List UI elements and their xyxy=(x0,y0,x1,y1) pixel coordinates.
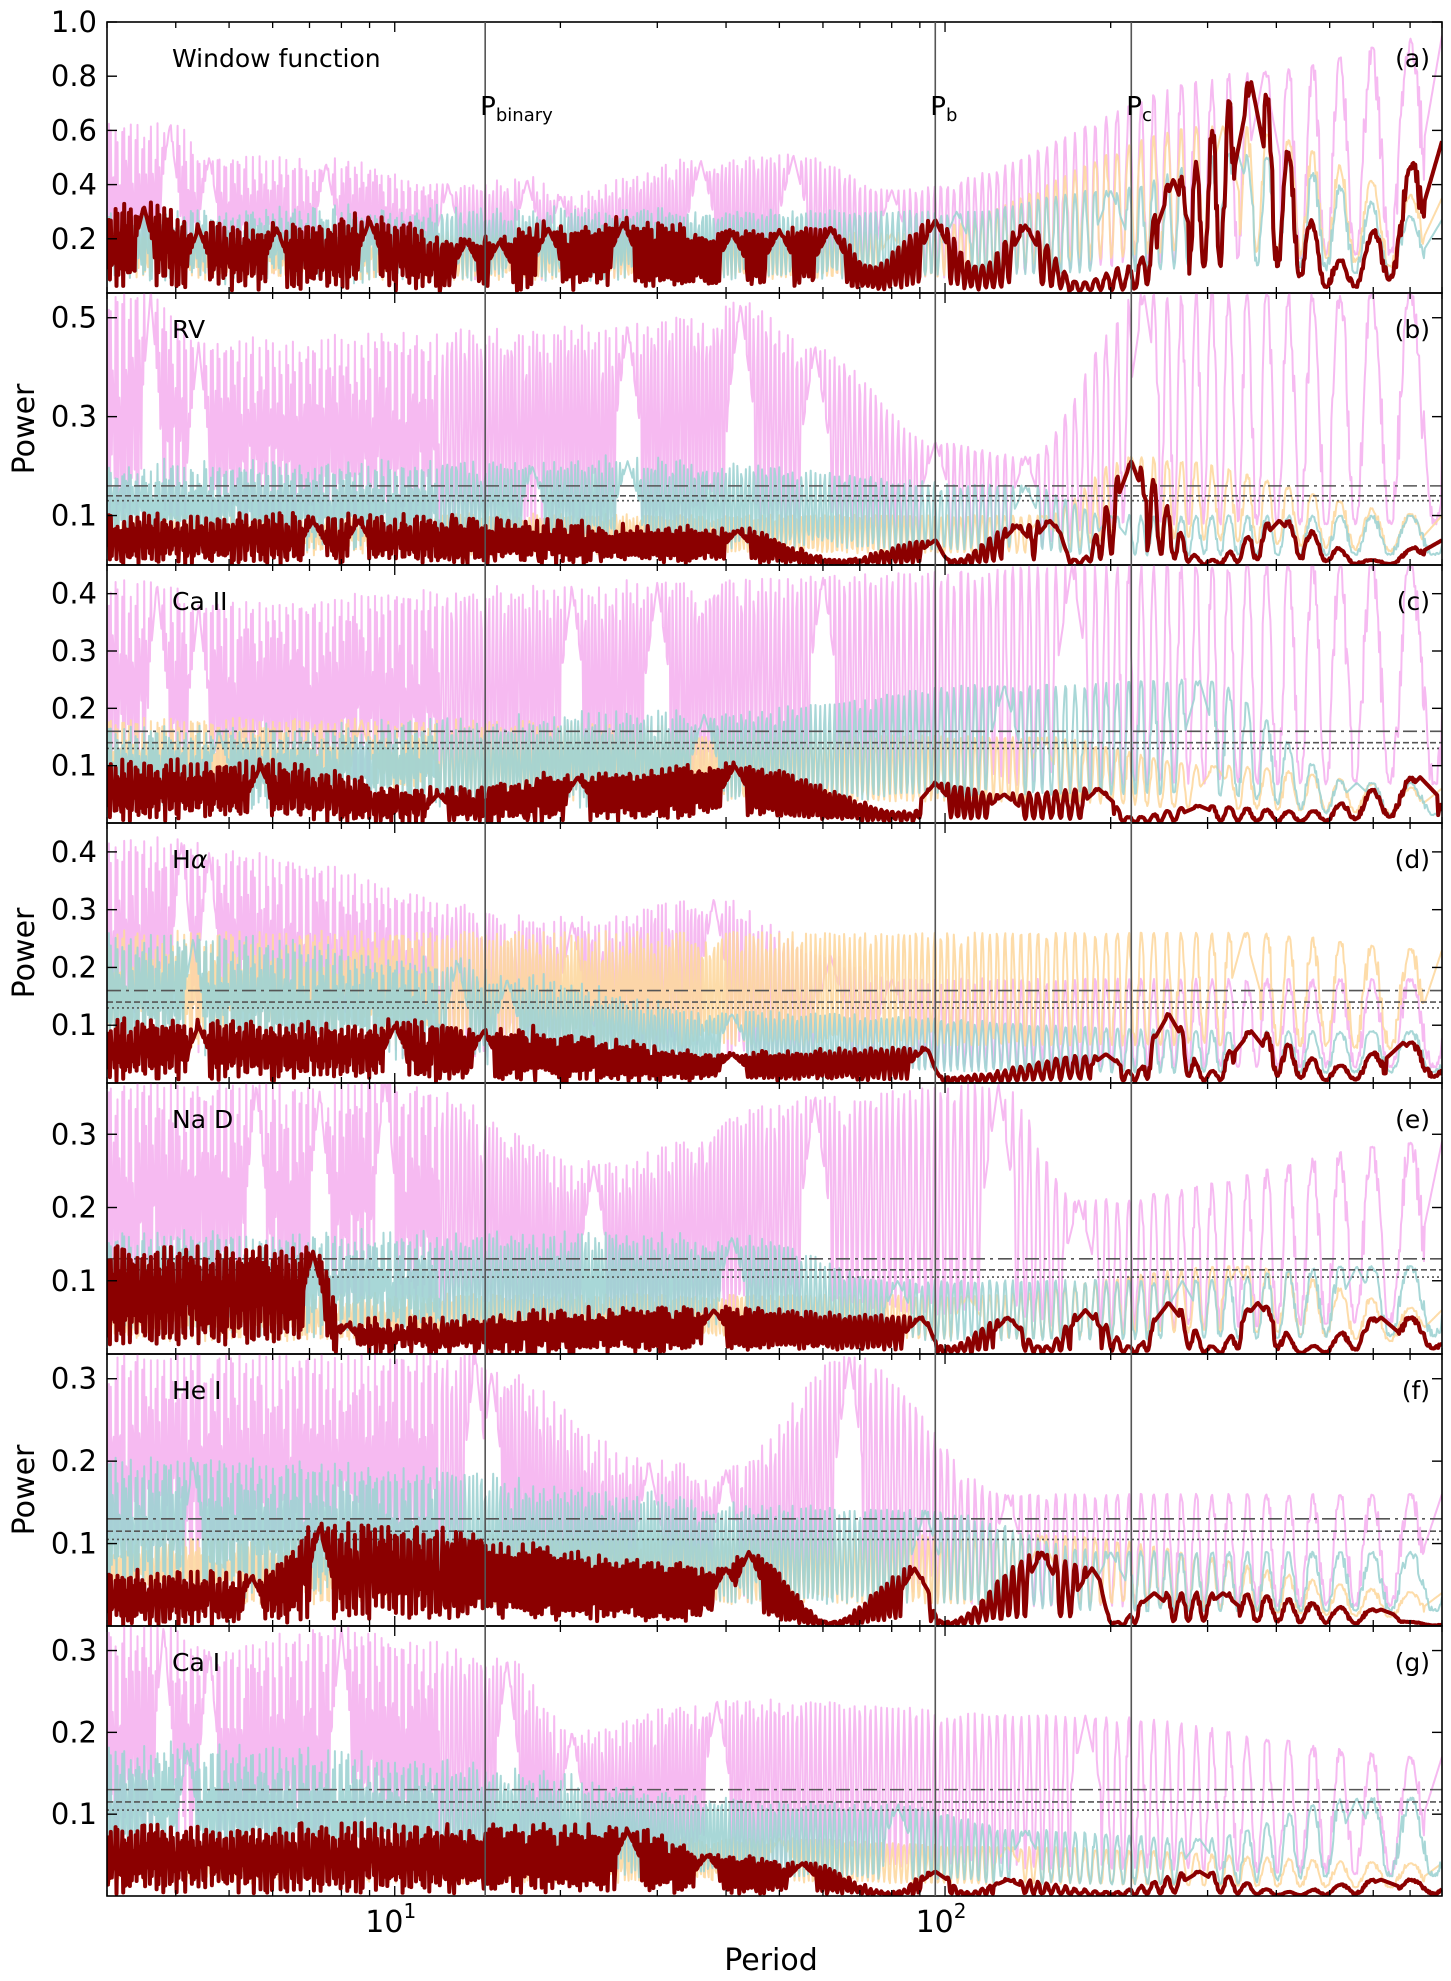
vline-label-sub: binary xyxy=(496,105,553,126)
panel-name: Window function xyxy=(172,44,381,73)
series-main-line xyxy=(107,757,1442,823)
x-tick-label: 101 xyxy=(365,1899,416,1940)
y-tick-label: 0.3 xyxy=(51,1117,97,1151)
panel-name: He I xyxy=(172,1376,222,1405)
y-tick-label: 0.2 xyxy=(51,1191,97,1225)
panel-g: 0.1 0.2 0.3 Ca I (g) xyxy=(51,1625,1443,1897)
vline-label-P_binary: Pbinary xyxy=(480,92,553,126)
x-tick-label-exponent: 2 xyxy=(954,1899,967,1923)
panel-b: 0.1 0.3 0.5 RV (b) Power xyxy=(7,292,1443,566)
panel-g-frame xyxy=(106,1625,1443,1897)
series-teal-line xyxy=(107,932,1442,1074)
y-tick-label: 0.8 xyxy=(51,59,97,93)
y-axis-title: Power xyxy=(7,1444,42,1535)
panel-letter: (g) xyxy=(1395,1648,1430,1677)
y-tick-label: 0.3 xyxy=(51,400,97,434)
x-axis-title: Period xyxy=(724,1943,818,1978)
panel-a: 0.2 0.4 0.6 0.8 1.0 Window function (a) xyxy=(51,5,1443,294)
y-tick-label: 0.4 xyxy=(51,577,97,611)
panel-f-plot-area xyxy=(107,1354,1442,1626)
y-tick-label: 1.0 xyxy=(51,5,97,39)
y-tick-label: 0.1 xyxy=(51,1008,97,1042)
series-main-line xyxy=(107,1521,1442,1626)
panel-name: Ca I xyxy=(172,1648,220,1677)
panel-d: 0.1 0.2 0.3 0.4 Hα (d) Power xyxy=(7,822,1443,1084)
series-magenta-line xyxy=(107,565,1442,796)
y-tick-label: 0.6 xyxy=(51,113,97,147)
vline-label-P_c: Pc xyxy=(1126,92,1152,126)
panel-c: 0.1 0.2 0.3 0.4 Ca II (c) xyxy=(51,564,1443,824)
panel-name: RV xyxy=(172,315,205,344)
panel-b-plot-area xyxy=(107,293,1442,565)
panel-letter: (d) xyxy=(1395,845,1430,874)
panel-f: 0.1 0.2 0.3 He I (f) Power xyxy=(7,1353,1443,1627)
y-tick-label: 0.1 xyxy=(51,1264,97,1298)
panel-name: Ca II xyxy=(172,587,227,616)
y-axis-title: Power xyxy=(7,383,42,474)
panel-name: Hα xyxy=(172,845,208,874)
panel-letter: (e) xyxy=(1395,1105,1430,1134)
vline-label-sub: b xyxy=(946,105,957,126)
x-axis: 101 102 xyxy=(365,1899,966,1940)
y-tick-label: 0.1 xyxy=(51,499,97,533)
y-tick-label: 0.2 xyxy=(51,1715,97,1749)
panel-e-plot-area xyxy=(107,1083,1442,1354)
series-magenta-line xyxy=(107,1083,1442,1332)
vline-label-P_b: Pb xyxy=(930,92,957,126)
x-tick-label-exponent: 1 xyxy=(403,1899,416,1923)
vertical-markers: Pbinary Pb Pc xyxy=(480,22,1152,1896)
panel-a-plot-area xyxy=(107,35,1442,293)
series-main-line xyxy=(107,1821,1442,1896)
panel-letter: (b) xyxy=(1395,315,1430,344)
x-tick-label: 102 xyxy=(916,1899,967,1940)
y-tick-label: 0.2 xyxy=(51,950,97,984)
panel-d-plot-area xyxy=(107,836,1442,1083)
panel-letter: (c) xyxy=(1397,587,1430,616)
series-main-line xyxy=(107,1012,1442,1083)
panel-g-plot-area xyxy=(107,1626,1442,1896)
panel-c-plot-area xyxy=(107,565,1442,823)
vline-label-sub: c xyxy=(1142,105,1152,126)
y-tick-label: 0.1 xyxy=(51,749,97,783)
y-tick-label: 0.2 xyxy=(51,1444,97,1478)
panel-e: 0.1 0.2 0.3 Na D (e) xyxy=(51,1082,1443,1355)
y-tick-label: 0.3 xyxy=(51,893,97,927)
series-magenta-line xyxy=(107,293,1442,549)
y-tick-label: 0.2 xyxy=(51,691,97,725)
panel-letter: (f) xyxy=(1402,1376,1430,1405)
series-main-line xyxy=(107,80,1442,293)
y-tick-label: 0.4 xyxy=(51,168,97,202)
y-axis-title: Power xyxy=(7,907,42,998)
y-tick-label: 0.3 xyxy=(51,1634,97,1668)
y-tick-label: 0.3 xyxy=(51,1362,97,1396)
panel-name: Na D xyxy=(172,1105,233,1134)
y-tick-label: 0.1 xyxy=(51,1527,97,1561)
alpha-symbol: α xyxy=(191,845,208,874)
panel-letter: (a) xyxy=(1395,44,1430,73)
y-tick-label: 0.1 xyxy=(51,1797,97,1831)
y-tick-label: 0.2 xyxy=(51,222,97,256)
series-main-line xyxy=(107,1244,1442,1354)
y-tick-label: 0.4 xyxy=(51,835,97,869)
y-tick-label: 0.5 xyxy=(51,301,97,335)
series-main-line xyxy=(107,459,1442,565)
series-teal-line xyxy=(107,1740,1442,1886)
y-tick-label: 0.3 xyxy=(51,634,97,668)
